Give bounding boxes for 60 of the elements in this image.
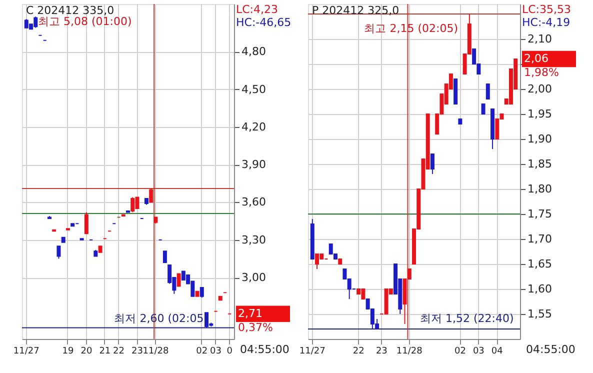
- candlestick: [176, 273, 181, 287]
- y-tick-label: 4,50: [242, 82, 266, 96]
- y-tick-label: 1,65: [528, 258, 552, 270]
- x-tick-label: 11/27: [13, 346, 40, 356]
- candlestick: [481, 104, 486, 114]
- x-tick-label: 04: [491, 346, 504, 356]
- text: HC:-4,19: [522, 16, 570, 29]
- candlestick: [162, 250, 167, 263]
- y-tick-label: 1,80: [528, 182, 552, 196]
- text: LC:4,23: [236, 3, 278, 16]
- candlestick: [149, 188, 154, 203]
- y-tick-label: 2,00: [528, 82, 552, 96]
- candlestick: [430, 154, 434, 174]
- y-tick-label: 1,75: [528, 208, 552, 220]
- x-tick-label: 11/28: [142, 346, 169, 356]
- annotation: 최고 5,08 (01:00): [38, 15, 132, 28]
- y-tick-label: 4,80: [242, 45, 266, 58]
- y-tick-label: 1,60: [528, 282, 552, 296]
- x-tick-label: 03: [472, 346, 484, 356]
- y-tick-label: 1,95: [528, 108, 552, 120]
- text: 0,37%: [238, 320, 273, 334]
- x-tick-label: 22: [113, 346, 124, 356]
- candlestick: [486, 84, 490, 100]
- text: HC:-46,65: [236, 16, 292, 29]
- text: 2,71: [238, 306, 262, 320]
- candlestick: [130, 196, 135, 213]
- y-tick-label: 4,20: [242, 120, 266, 134]
- x-tick-label: 11/27: [299, 346, 326, 356]
- y-tick-label: 1,55: [528, 308, 552, 320]
- y-tick-label: 3,00: [242, 271, 266, 284]
- x-tick-label: 02: [196, 346, 208, 356]
- x-tick-label: 19: [62, 346, 74, 356]
- y-tick-label: 1,85: [528, 158, 552, 170]
- x-tick-label: 23: [376, 346, 388, 356]
- candlestick: [200, 287, 204, 298]
- candlestick: [56, 246, 61, 260]
- candlestick: [84, 212, 88, 234]
- x-tick-label: 0: [226, 346, 233, 356]
- y-tick-label: 3,90: [242, 158, 266, 172]
- x-tick-label: 02: [454, 346, 466, 356]
- y-tick-label: 1,90: [528, 132, 552, 146]
- x-tick-label: 03: [210, 346, 222, 356]
- x-tick-label: 11/28: [396, 346, 423, 356]
- y-tick-label: 2,10: [528, 32, 552, 46]
- text: 04:55:00: [526, 343, 576, 356]
- candlestick: [315, 254, 320, 270]
- chart-title: P 202412 325,0: [312, 4, 400, 17]
- text: 04:55:00: [240, 343, 290, 356]
- y-tick-label: 1,70: [528, 232, 552, 246]
- y-tick-label: 3,60: [242, 196, 266, 209]
- y-tick-label: 3,30: [242, 233, 266, 246]
- text: LC:35,53: [522, 3, 572, 16]
- annotation: 최저 1,52 (22:40): [420, 312, 514, 325]
- x-tick-label: 23: [132, 346, 143, 356]
- text: 1,98%: [524, 66, 559, 79]
- text: 2,06: [524, 52, 548, 65]
- chart-title: C 202412 335,0: [26, 4, 114, 17]
- x-tick-label: 22: [352, 346, 364, 356]
- x-tick-label: 21: [99, 346, 111, 356]
- x-tick-label: 20: [80, 346, 92, 356]
